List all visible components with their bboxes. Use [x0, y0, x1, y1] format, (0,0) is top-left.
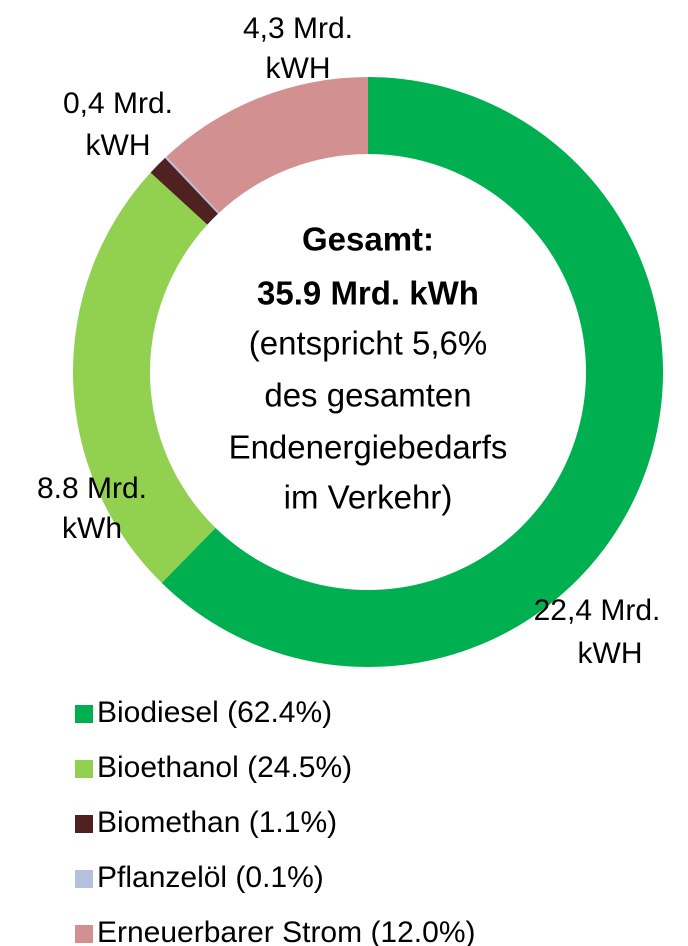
data-label-line: kWH [266, 52, 331, 85]
center-text: (entspricht 5,6% [249, 325, 487, 362]
legend-swatch [75, 815, 93, 833]
data-label: 8.8 Mrd. kWh [37, 472, 147, 545]
legend-swatch [75, 760, 93, 778]
data-label: 22,4 Mrd. kWH [534, 594, 661, 670]
legend-label: Erneuerbarer Strom (12.0%) [97, 916, 476, 946]
data-label: 0,4 Mrd. kWH [63, 87, 173, 162]
legend-label: Biomethan (1.1%) [97, 806, 337, 839]
data-label-line: 22,4 Mrd. [534, 594, 661, 627]
donut-segment [166, 77, 368, 213]
legend-swatch [75, 705, 93, 723]
data-label: 4,3 Mrd. kWH [243, 12, 353, 85]
legend-label: Biodiesel (62.4%) [97, 696, 332, 729]
data-label-line: 4,3 Mrd. [243, 12, 353, 45]
data-label-line: 0,4 Mrd. [63, 87, 173, 120]
center-text: im Verkehr) [284, 479, 453, 516]
center-text: Endenergiebedarfs [229, 429, 508, 466]
legend-swatch [75, 870, 93, 888]
donut-segment [73, 172, 216, 583]
center-text: Gesamt: [302, 221, 434, 258]
data-label-line: 8.8 Mrd. [37, 472, 147, 505]
data-label-line: kWh [62, 512, 122, 545]
center-text: des gesamten [264, 377, 471, 414]
donut-segment [165, 156, 220, 214]
legend-swatch [75, 925, 93, 943]
center-text: 35.9 Mrd. kWh [257, 275, 479, 312]
donut-segment [150, 157, 219, 225]
legend-label: Bioethanol (24.5%) [97, 751, 352, 784]
legend-label: Pflanzelöl (0.1%) [97, 861, 324, 894]
data-label-line: kWH [86, 129, 151, 162]
donut-segment [161, 77, 664, 668]
data-label-line: kWH [578, 637, 643, 670]
